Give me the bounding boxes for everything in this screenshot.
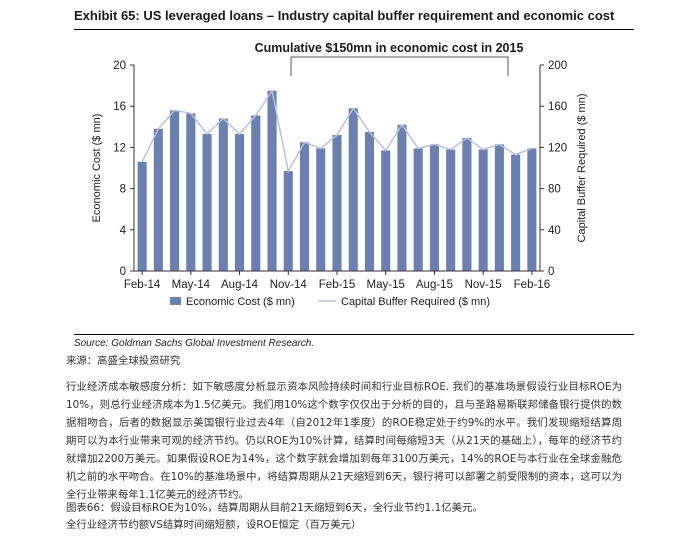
x-tick-label: May-14 [172, 279, 211, 291]
bar-economic-cost [267, 90, 277, 271]
bar-economic-cost [137, 161, 147, 271]
bar-economic-cost [235, 134, 245, 271]
y-tick-label-right: 0 [548, 266, 554, 278]
bar-economic-cost [511, 154, 521, 271]
bar-economic-cost [202, 134, 212, 271]
bar-economic-cost [397, 124, 407, 272]
legend-label-economic-cost: Economic Cost ($ mn) [186, 296, 295, 308]
x-tick-label: Aug-15 [416, 279, 453, 291]
bar-economic-cost [413, 148, 423, 271]
x-tick-label: Aug-14 [221, 279, 259, 291]
line-capital-buffer [141, 88, 533, 174]
y-tick-label-left: 16 [113, 101, 126, 113]
y-tick-label-right: 160 [548, 101, 567, 113]
y-tick-label-right: 200 [548, 60, 567, 72]
bar-economic-cost [527, 148, 537, 271]
legend-label-capital-buffer: Capital Buffer Required ($ mn) [341, 296, 490, 308]
bar-economic-cost [462, 138, 472, 271]
legend-swatch-economic-cost [170, 297, 181, 305]
chart: Cumulative $150mn in economic cost in 20… [91, 41, 588, 308]
x-tick-label: Nov-15 [465, 279, 502, 291]
bar-economic-cost [446, 149, 456, 271]
bar-economic-cost [186, 113, 196, 271]
y-tick-label-left: 0 [120, 266, 126, 278]
y-tick-label-left: 8 [120, 184, 126, 196]
bar-economic-cost [381, 150, 391, 271]
y-axis-right-label: Capital Buffer Required ($ mn) [576, 94, 588, 243]
source-note-cn: 来源：高盛全球投资研究 [66, 355, 181, 367]
bar-economic-cost [170, 110, 180, 271]
x-tick-label: Feb-14 [124, 279, 161, 291]
y-tick-label-right: 120 [548, 142, 567, 154]
bar-economic-cost [153, 128, 163, 271]
bar-economic-cost [478, 149, 488, 271]
bar-economic-cost [332, 135, 342, 271]
bar-economic-cost [251, 115, 261, 271]
bar-economic-cost [316, 148, 326, 271]
bar-economic-cost [299, 142, 310, 271]
y-tick-label-left: 20 [113, 60, 126, 72]
x-tick-label: Nov-14 [270, 279, 308, 291]
annotation-bracket [290, 56, 509, 76]
legend: Economic Cost ($ mn) Capital Buffer Requ… [170, 296, 490, 308]
bar-economic-cost [429, 144, 439, 271]
figure-subtitle: 全行业经济节约额VS结算时间缩短额，设ROE恒定（百万美元） [66, 519, 362, 531]
figure-caption-block: 图表66：假设目标ROE为10%，结算周期从目前21天缩短到6天，全行业节约1.… [66, 500, 622, 534]
x-tick-label: Feb-15 [319, 279, 355, 291]
y-axis-left-label: Economic Cost ($ mn) [91, 114, 103, 223]
bar-economic-cost [283, 171, 293, 271]
y-tick-label-left: 4 [120, 225, 127, 237]
y-tick-label-right: 80 [548, 184, 561, 196]
exhibit-title: Exhibit 65: US leveraged loans – Industr… [74, 8, 634, 30]
source-note: Source: Goldman Sachs Global Investment … [74, 334, 634, 349]
bar-economic-cost [494, 144, 504, 271]
chart-annotation: Cumulative $150mn in economic cost in 20… [255, 41, 524, 55]
bar-economic-cost [364, 131, 375, 271]
analysis-paragraph: 行业经济成本敏感度分析：如下敏感度分析显示资本风险持续时间和行业目标ROE. 我… [66, 381, 622, 501]
y-tick-label-right: 40 [548, 225, 561, 237]
bar-economic-cost [218, 118, 228, 271]
y-tick-label-left: 12 [113, 142, 126, 154]
bar-economic-cost [348, 108, 358, 271]
figure-caption: 图表66：假设目标ROE为10%，结算周期从目前21天缩短到6天，全行业节约1.… [66, 502, 483, 514]
x-tick-label: Feb-16 [514, 279, 550, 291]
x-tick-label: May-15 [367, 279, 405, 291]
